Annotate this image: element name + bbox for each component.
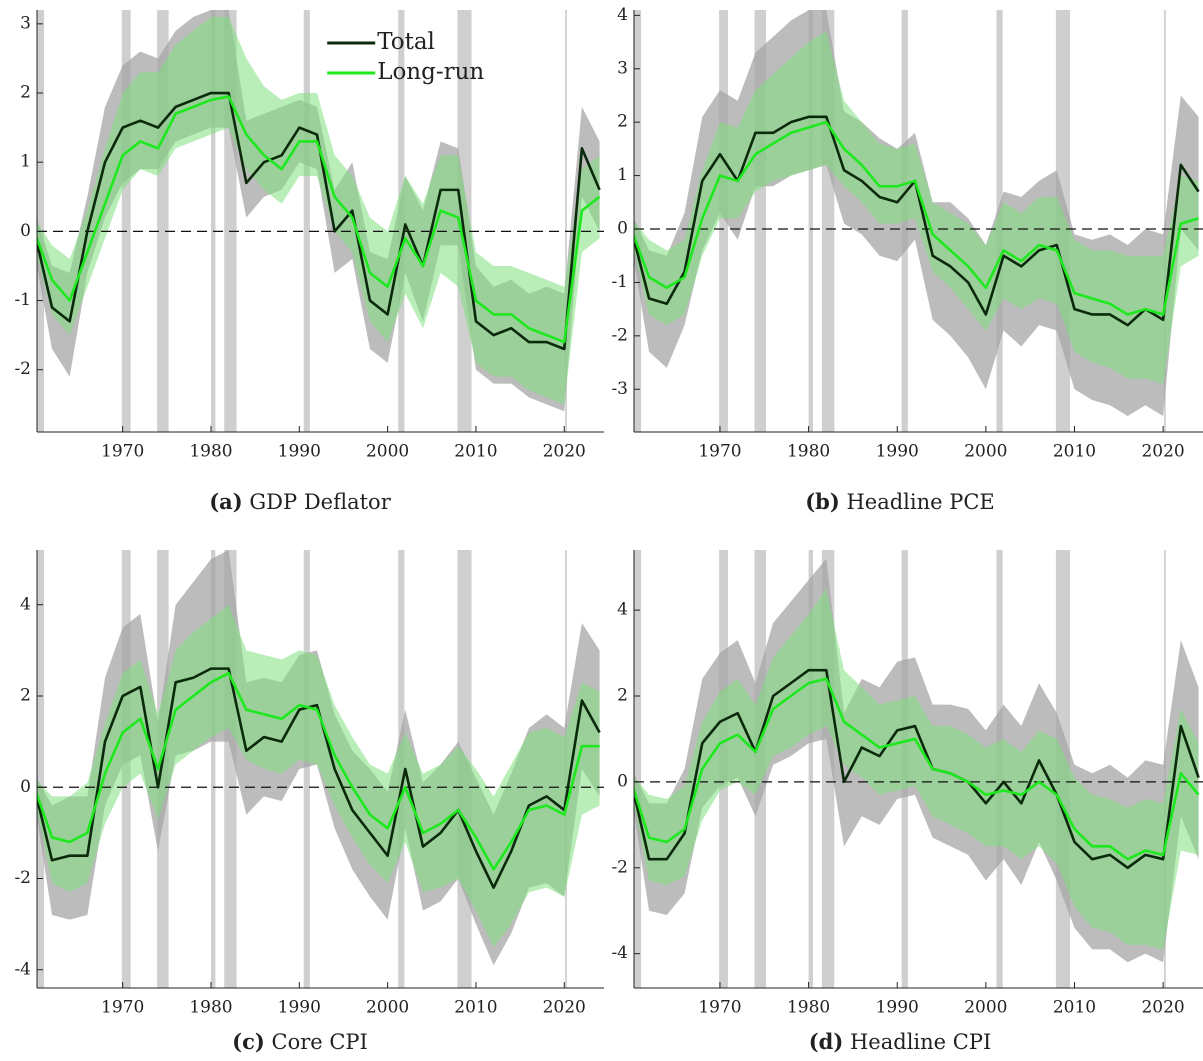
- y-tick-label: 0: [20, 221, 31, 241]
- y-tick-label: -4: [611, 943, 628, 963]
- y-tick-label: 2: [20, 686, 31, 706]
- recession-shade: [121, 10, 131, 432]
- y-tick-label: 4: [617, 5, 628, 25]
- plot-area: [634, 550, 1203, 988]
- x-tick-label: 1980: [189, 442, 232, 462]
- recession-shade: [37, 10, 45, 432]
- caption-title: Headline CPI: [850, 1030, 991, 1054]
- y-tick-label: -1: [14, 290, 31, 310]
- panel: -3 -2 -1 0 1 2 3 4 1970 1980 1990 2000 2010 2020 (b) H…: [611, 5, 1203, 514]
- y-tick-label: 3: [617, 58, 628, 78]
- x-tick-label: 1970: [698, 998, 741, 1018]
- series-line: [37, 671, 600, 871]
- series-line: [37, 91, 601, 351]
- y-tick-label: 4: [20, 594, 31, 614]
- x-tick-label: 1970: [698, 442, 741, 462]
- recession-shade: [157, 10, 169, 432]
- recession-shade: [210, 10, 216, 432]
- recession-shade: [719, 10, 728, 432]
- recession-shade: [37, 550, 45, 988]
- caption-title: GDP Deflator: [249, 490, 391, 514]
- y-tick-label: -2: [611, 325, 628, 345]
- x-tick-label: 2020: [543, 442, 586, 462]
- series-line: [37, 667, 601, 889]
- recession-shade: [210, 550, 216, 988]
- y-tick-label: 4: [617, 600, 628, 620]
- series-line: [37, 95, 601, 344]
- recession-shade: [634, 550, 642, 988]
- x-tick-label: 1990: [278, 998, 321, 1018]
- x-tick-label: 1970: [101, 998, 144, 1018]
- legend-label: Long-run: [377, 59, 484, 85]
- x-tick-label: 1990: [278, 442, 321, 462]
- x-tick-label: 1990: [876, 998, 919, 1018]
- y-tick-label: -1: [611, 272, 628, 292]
- x-tick-label: 2010: [454, 998, 497, 1018]
- y-tick-label: 0: [617, 219, 628, 239]
- legend-label: Total: [377, 29, 435, 55]
- plot-area: [37, 550, 604, 988]
- y-tick-label: 3: [20, 13, 31, 33]
- recession-shade: [565, 10, 567, 432]
- y-tick-label: 0: [617, 771, 628, 791]
- plot-area: [634, 10, 1203, 432]
- caption: (d) Headline CPI: [809, 1029, 992, 1054]
- caption: (b) Headline PCE: [805, 489, 995, 514]
- y-tick-label: -3: [611, 379, 628, 399]
- x-tick-label: 2010: [1053, 998, 1096, 1018]
- panel: -4 -2 0 2 4 1970 1980 1990 2000 2010 2020 (c) Core …: [14, 550, 604, 1054]
- y-tick-label: 0: [20, 777, 31, 797]
- y-tick-label: -2: [14, 359, 31, 379]
- y-tick-label: 2: [617, 686, 628, 706]
- recession-shade: [634, 10, 642, 432]
- x-tick-label: 1970: [101, 442, 144, 462]
- y-tick-label: -4: [14, 959, 31, 979]
- x-tick-label: 2020: [543, 998, 586, 1018]
- x-tick-label: 2000: [366, 998, 409, 1018]
- series-line: [634, 668, 1200, 870]
- band: [37, 604, 600, 947]
- caption-title: Headline PCE: [846, 490, 994, 514]
- caption: (a) GDP Deflator: [209, 489, 391, 514]
- band: [634, 588, 1199, 950]
- x-tick-label: 2010: [454, 442, 497, 462]
- x-tick-label: 2020: [1141, 998, 1184, 1018]
- series-line: [634, 677, 1200, 861]
- band: [634, 31, 1199, 384]
- recession-shade: [754, 10, 767, 432]
- caption: (c) Core CPI: [232, 1029, 368, 1054]
- x-tick-label: 2000: [366, 442, 409, 462]
- series-line: [634, 120, 1199, 316]
- x-tick-label: 2010: [1053, 442, 1096, 462]
- y-tick-label: -2: [14, 868, 31, 888]
- caption-label: (a): [209, 489, 242, 514]
- caption-label: (c): [232, 1029, 265, 1054]
- x-tick-label: 1980: [787, 442, 830, 462]
- y-tick-label: 2: [617, 112, 628, 132]
- panel: -2 -1 0 1 2 3 1970 1980 1990 2000 2010 2020 (a) GDP …: [14, 10, 604, 514]
- caption-title: Core CPI: [272, 1030, 368, 1054]
- recession-shade: [303, 550, 310, 988]
- x-tick-label: 2000: [964, 998, 1007, 1018]
- y-tick-label: 1: [20, 152, 31, 172]
- panel: -4 -2 0 2 4 1970 1980 1990 2000 2010 2020 (d) Headl…: [611, 550, 1203, 1054]
- x-tick-label: 2020: [1141, 442, 1184, 462]
- x-tick-label: 1980: [787, 998, 830, 1018]
- plot-area: [37, 10, 604, 432]
- caption-label: (d): [809, 1029, 844, 1054]
- caption-label: (b): [805, 489, 840, 514]
- x-tick-label: 2000: [964, 442, 1007, 462]
- y-tick-label: -2: [611, 857, 628, 877]
- y-tick-label: 2: [20, 83, 31, 103]
- recession-shade: [808, 10, 814, 432]
- recession-shade: [808, 550, 814, 988]
- y-tick-label: 1: [617, 165, 628, 185]
- x-tick-label: 1980: [189, 998, 232, 1018]
- recession-shade: [303, 10, 310, 432]
- x-tick-label: 1990: [876, 442, 919, 462]
